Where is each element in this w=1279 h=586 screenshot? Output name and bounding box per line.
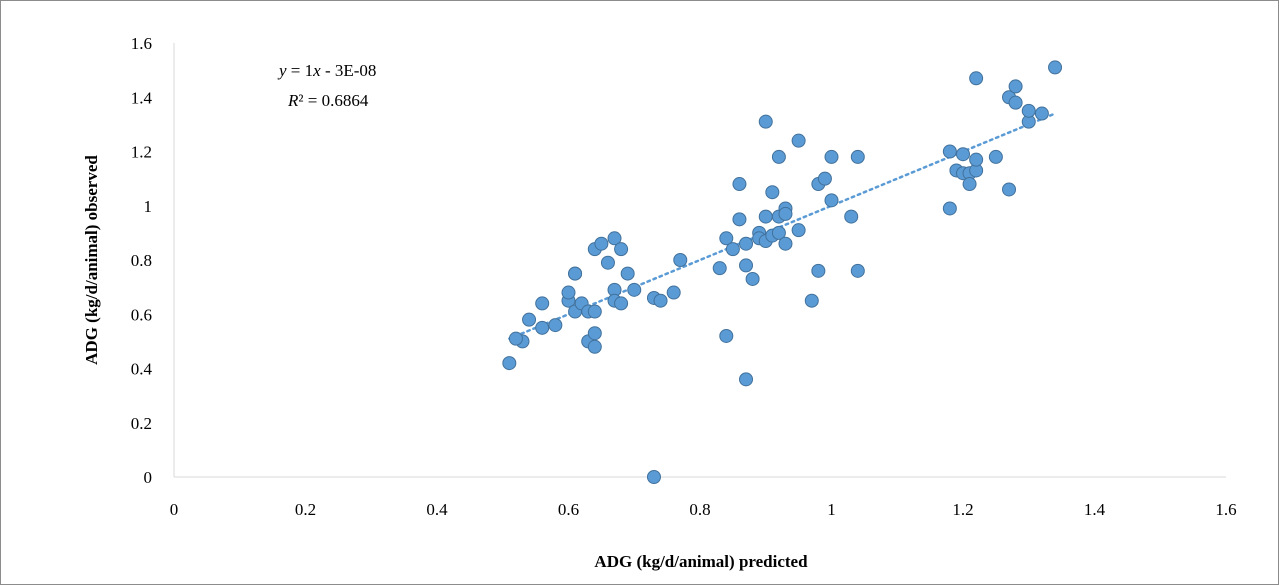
data-point: [811, 263, 826, 278]
data-point: [1048, 60, 1063, 75]
data-point: [712, 261, 727, 276]
trendline-equation: y = 1x - 3E-08: [277, 61, 376, 80]
data-point: [600, 255, 615, 270]
data-point: [956, 147, 970, 162]
data-point: [1008, 79, 1023, 94]
y-tick-label: 1.4: [131, 88, 153, 107]
data-point: [844, 209, 859, 224]
data-point: [594, 236, 609, 251]
data-point: [1021, 103, 1036, 118]
data-point: [942, 201, 957, 216]
y-tick-label: 1: [144, 197, 153, 216]
data-point: [988, 149, 1003, 164]
data-point: [627, 282, 642, 297]
equation-var: x: [312, 61, 321, 80]
x-tick-label: 1.2: [952, 500, 973, 519]
r-squared: R² = 0.6864: [287, 91, 369, 110]
data-point: [739, 372, 754, 387]
data-point: [791, 223, 806, 238]
data-point: [758, 209, 773, 224]
data-points: [502, 60, 1063, 484]
data-point: [791, 133, 806, 148]
data-point: [568, 266, 583, 281]
r2-label: R: [287, 91, 299, 110]
x-axis-title: ADG (kg/d/animal) predicted: [594, 552, 808, 571]
x-tick-label: 0: [170, 500, 179, 519]
equation-body: = 1: [287, 61, 314, 80]
x-tick-label: 0.4: [426, 500, 448, 519]
data-point: [587, 326, 602, 341]
equation-prefix: y: [277, 61, 287, 80]
tick-labels: 0 0.2 0.4 0.6 0.8 1 1.2 1.4 1.6 0 0.2 0.4 0.6 0.8 1 1.2…: [131, 34, 1237, 519]
y-tick-label: 0: [144, 468, 153, 487]
data-point: [739, 258, 754, 273]
y-tick-label: 0.2: [131, 414, 152, 433]
y-tick-label: 1.6: [131, 34, 152, 53]
data-point: [824, 193, 839, 208]
data-point: [1034, 106, 1049, 121]
data-point: [535, 296, 550, 311]
data-point: [771, 149, 786, 164]
x-tick-label: 0.2: [295, 500, 316, 519]
data-point: [666, 285, 681, 300]
equation-suffix: - 3E-08: [321, 61, 377, 80]
data-point: [1002, 182, 1017, 197]
data-point: [850, 149, 865, 164]
y-tick-label: 0.6: [131, 305, 152, 324]
data-point: [969, 152, 984, 167]
data-point: [942, 144, 957, 159]
data-point: [804, 293, 819, 308]
data-point: [962, 177, 977, 192]
y-axis-title: ADG (kg/d/animal) observed: [82, 155, 101, 365]
data-point: [548, 318, 563, 333]
data-point: [778, 236, 793, 251]
y-tick-label: 1.2: [131, 143, 152, 162]
x-tick-label: 1.6: [1215, 500, 1236, 519]
data-point: [719, 328, 734, 343]
data-point: [732, 177, 747, 192]
data-point: [614, 296, 629, 311]
data-point: [508, 331, 523, 346]
r2-suffix: ² = 0.6864: [298, 91, 368, 110]
data-point: [673, 253, 688, 267]
data-point: [725, 242, 740, 257]
x-tick-label: 0.8: [689, 500, 710, 519]
x-tick-label: 0.6: [558, 500, 579, 519]
data-point: [614, 242, 629, 257]
data-point: [561, 285, 576, 300]
data-point: [653, 293, 668, 308]
data-point: [969, 71, 984, 86]
data-point: [535, 320, 550, 335]
data-point: [778, 206, 793, 221]
data-point: [587, 304, 602, 319]
data-point: [1008, 95, 1023, 110]
data-point: [771, 225, 786, 240]
x-tick-label: 1.4: [1084, 500, 1106, 519]
y-tick-label: 0.8: [131, 251, 152, 270]
data-point: [745, 271, 760, 286]
y-tick-label: 0.4: [131, 360, 153, 379]
data-point: [850, 263, 865, 278]
trendline-path: [508, 112, 1057, 340]
axes: [173, 43, 1226, 478]
data-point: [824, 149, 839, 164]
data-point: [732, 212, 747, 227]
data-point: [739, 236, 754, 251]
data-point: [719, 231, 734, 246]
data-point: [522, 312, 537, 327]
data-point: [620, 266, 635, 281]
data-point: [607, 231, 622, 246]
data-point: [817, 171, 832, 186]
data-point: [502, 356, 517, 371]
data-point: [765, 185, 780, 200]
data-point: [758, 114, 773, 129]
trendline: [508, 112, 1057, 340]
data-point: [646, 470, 661, 484]
x-tick-label: 1: [827, 500, 836, 519]
data-point: [587, 339, 602, 354]
